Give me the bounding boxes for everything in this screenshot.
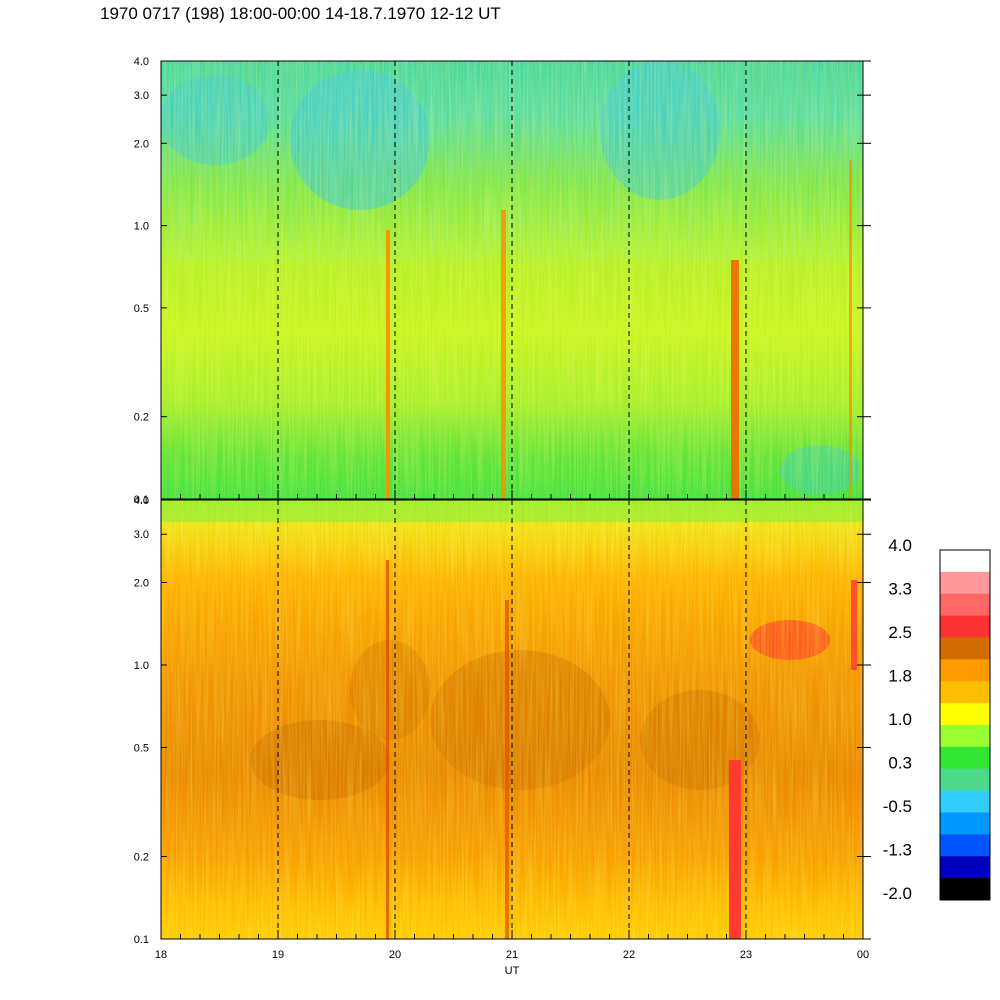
y-tick-label: 4.0	[134, 495, 149, 507]
upper-orange-streak	[386, 230, 390, 499]
y-tick-label: 0.1	[134, 494, 149, 506]
lower-red-streak	[386, 560, 389, 939]
y-tick-label: 3.0	[134, 529, 149, 541]
upper-orange-streak	[501, 210, 506, 499]
y-tick-label: 4.0	[134, 56, 149, 68]
chart-title: 1970 0717 (198) 18:00-00:00 14-18.7.1970…	[100, 4, 501, 23]
colorbar-swatch	[940, 703, 990, 726]
colorbar-label: -1.3	[883, 841, 912, 860]
y-tick-label: 0.5	[134, 742, 149, 754]
x-tick-label: 21	[506, 949, 518, 961]
x-tick-label: 18	[155, 949, 167, 961]
upper-orange-streak	[849, 160, 852, 499]
y-tick-label: 1.0	[134, 660, 149, 672]
colorbar-label: -0.5	[883, 797, 912, 816]
colorbar-label: 4.0	[888, 536, 912, 555]
x-tick-label: 19	[272, 949, 284, 961]
colorbar-label: 1.8	[888, 667, 912, 686]
x-tick-label: 20	[389, 949, 401, 961]
colorbar-swatch	[940, 659, 990, 682]
y-tick-label: 2.0	[134, 577, 149, 589]
x-tick-label: 22	[623, 949, 635, 961]
colorbar-swatch	[940, 790, 990, 813]
colorbar-swatch	[940, 725, 990, 748]
colorbar-swatch	[940, 550, 990, 573]
colorbar-swatch	[940, 878, 990, 901]
colorbar-label: 1.0	[888, 710, 912, 729]
colorbar-swatch	[940, 856, 990, 879]
colorbar-swatch	[940, 746, 990, 770]
x-tick-label: 23	[740, 949, 752, 961]
colorbar-swatch	[940, 834, 990, 857]
y-tick-label: 0.2	[134, 852, 149, 864]
colorbar-swatch	[940, 681, 990, 704]
y-tick-label: 0.2	[134, 412, 149, 424]
colorbar-label: 2.5	[888, 623, 912, 642]
lower-red-streak	[505, 600, 509, 939]
y-tick-label: 0.5	[134, 303, 149, 315]
colorbar-label: -2.0	[883, 884, 912, 903]
colorbar-swatch	[940, 812, 990, 835]
y-tick-label: 3.0	[134, 90, 149, 102]
colorbar-label: 0.3	[888, 754, 912, 773]
lower-red-streak	[851, 580, 857, 670]
colorbar-swatch	[940, 768, 990, 792]
x-axis-label: UT	[505, 965, 520, 977]
colorbar-swatch	[940, 571, 990, 595]
colorbar-swatch	[940, 593, 990, 617]
colorbar-swatch	[940, 637, 990, 660]
colorbar-swatch	[940, 615, 990, 638]
lower-red-streak	[729, 760, 741, 939]
colorbar-label: 3.3	[888, 580, 912, 599]
y-tick-label: 1.0	[134, 221, 149, 233]
upper-orange-streak	[731, 260, 739, 499]
colorbar-frame	[939, 549, 991, 901]
colorbar: 4.0 3.3 2.5 1.8 1.0 0.3 -0.5 -1.3 -2.0	[883, 536, 991, 903]
hour-marker-lines	[277, 61, 747, 939]
x-tick-label: 00	[857, 949, 869, 961]
y-tick-label: 2.0	[134, 138, 149, 150]
y-tick-label: 0.1	[134, 934, 149, 946]
axes: 0.10.20.51.02.03.04.00.10.20.51.02.03.04…	[134, 56, 871, 977]
